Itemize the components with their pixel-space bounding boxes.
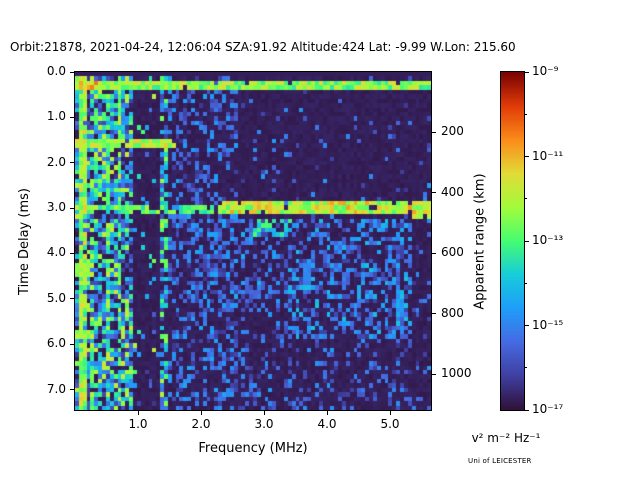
y-tick-mark [70,207,74,209]
credit-text: Uni of LEICESTER [468,457,532,465]
y-tick-mark [70,389,74,391]
y-tick-mark [70,116,74,118]
range-tick-mark [432,131,436,133]
colorbar-tick-mark [525,71,529,73]
x-tick-label: 5.0 [380,417,400,431]
y-tick-label: 7.0 [46,381,66,396]
x-tick-mark [200,411,202,415]
x-axis-label: Frequency (MHz) [198,441,308,456]
y-tick-label: 1.0 [46,109,66,124]
range-tick-label: 800 [441,305,464,320]
y-tick-label: 5.0 [46,290,66,305]
range-tick-mark [432,373,436,375]
colorbar-tick-mark [525,156,529,157]
y-tick-label: 6.0 [46,336,66,351]
plot-title: Orbit:21878, 2021-04-24, 12:06:04 SZA:91… [10,40,516,54]
ionogram-heatmap [74,71,432,411]
range-tick-mark [432,313,436,315]
colorbar-minor-tick-mark [525,282,527,284]
y-tick-mark [70,162,74,164]
x-tick-label: 2.0 [191,417,211,431]
y-axis-label-text: Time Delay (ms) [16,187,32,295]
y-tick-label: 0.0 [46,64,66,78]
colorbar-tick-label: 10⁻⁹ [532,64,559,78]
colorbar-units-label: v² m⁻² Hz⁻¹ [471,431,541,445]
colorbar-tick-mark [525,325,529,326]
colorbar-tick-label: 10⁻¹¹ [532,148,564,163]
range-tick-label: 400 [441,184,464,199]
range-tick-mark [432,192,436,194]
y-tick-mark [70,71,74,73]
y-tick-mark [70,252,74,254]
y-tick-mark [70,298,74,300]
colorbar-tick-label: 10⁻¹³ [532,233,564,247]
y-tick-label: 4.0 [46,245,66,260]
x-tick-mark [389,411,391,415]
range-tick-label: 200 [441,124,464,139]
y-tick-label: 3.0 [46,200,66,215]
x-tick-label: 3.0 [254,417,274,431]
x-tick-mark [263,411,265,415]
x-tick-mark [137,411,139,415]
colorbar-tick-label: 10⁻¹⁷ [532,402,564,416]
range-tick-mark [432,252,436,254]
colorbar-minor-tick-mark [525,367,527,369]
colorbar-minor-tick-mark [525,198,527,200]
right-axis-label: Apparent range (km) [472,72,488,410]
x-tick-label: 1.0 [128,417,148,431]
range-tick-label: 1000 [441,366,472,381]
y-tick-mark [70,343,74,345]
colorbar-tick-label: 10⁻¹⁵ [532,317,564,332]
colorbar-minor-tick-mark [525,113,527,115]
y-tick-label: 2.0 [46,154,66,169]
y-axis-label: Time Delay (ms) [16,72,32,410]
x-tick-label: 4.0 [317,417,337,431]
colorbar-tick-mark [525,409,529,411]
colorbar-gradient [500,71,525,411]
x-tick-mark [326,411,328,415]
range-tick-label: 600 [441,245,464,260]
right-axis-label-text: Apparent range (km) [472,172,488,310]
colorbar-tick-mark [525,240,529,242]
